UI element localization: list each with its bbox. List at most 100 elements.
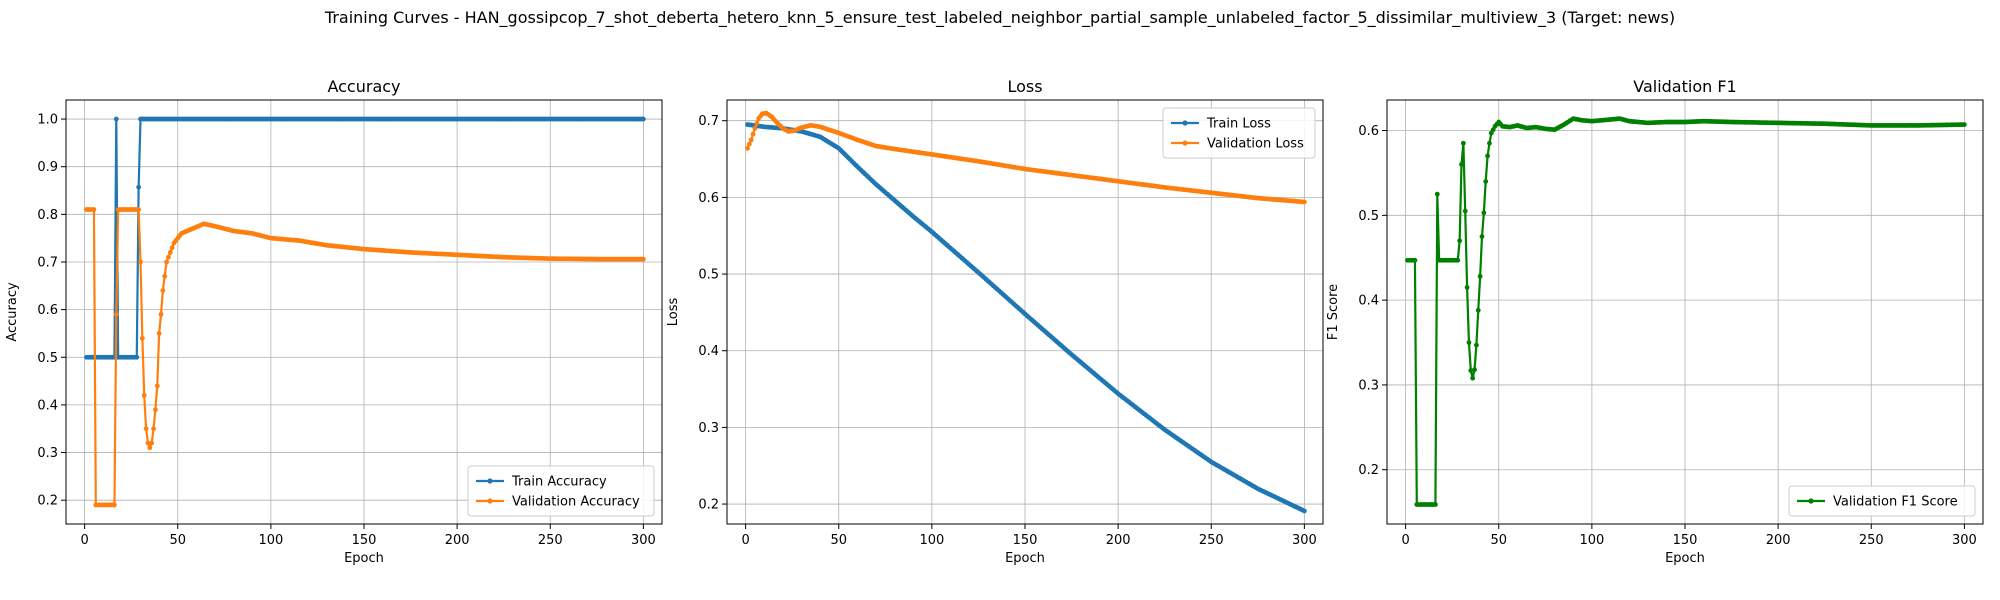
series-markers-2 bbox=[84, 207, 646, 508]
data-point bbox=[169, 245, 175, 251]
legend-marker bbox=[1182, 140, 1188, 146]
data-point bbox=[134, 354, 140, 360]
chart-title: Loss bbox=[1007, 77, 1042, 96]
x-tick-label: 200 bbox=[445, 533, 470, 548]
series-markers-2 bbox=[745, 110, 1307, 205]
data-point bbox=[1468, 368, 1474, 373]
series-markers-1 bbox=[84, 116, 646, 360]
x-axis-label: Epoch bbox=[344, 551, 384, 566]
y-tick-label: 0.8 bbox=[37, 208, 58, 223]
legend-label: Validation Loss bbox=[1207, 137, 1304, 152]
data-point bbox=[1485, 153, 1490, 159]
data-point bbox=[1479, 234, 1485, 239]
data-point bbox=[1481, 210, 1487, 216]
y-tick-label: 0.5 bbox=[1358, 209, 1379, 224]
x-tick-label: 100 bbox=[258, 533, 283, 548]
y-tick-label: 0.7 bbox=[37, 255, 58, 270]
series-line-1 bbox=[747, 123, 1305, 512]
y-axis-label: Loss bbox=[666, 298, 681, 327]
data-point bbox=[1459, 162, 1464, 167]
data-point bbox=[746, 141, 752, 147]
x-axis-label: Epoch bbox=[1665, 551, 1705, 566]
figure-title: Training Curves - HAN_gossipcop_7_shot_d… bbox=[324, 8, 1676, 27]
y-tick-label: 0.5 bbox=[37, 351, 58, 366]
data-point bbox=[160, 288, 166, 293]
x-tick-label: 300 bbox=[1952, 533, 1977, 548]
data-point bbox=[154, 383, 160, 389]
data-point bbox=[1466, 340, 1472, 345]
data-point bbox=[167, 250, 173, 255]
series-group bbox=[1405, 116, 1967, 507]
series-group bbox=[745, 110, 1307, 514]
data-point bbox=[166, 254, 171, 260]
series-line-1 bbox=[1407, 117, 1965, 506]
data-point bbox=[113, 116, 119, 122]
data-point bbox=[1961, 122, 1967, 127]
data-point bbox=[1477, 273, 1483, 279]
y-tick-label: 0.9 bbox=[37, 160, 58, 175]
x-tick-label: 200 bbox=[1106, 533, 1131, 548]
x-tick-label: 300 bbox=[631, 533, 656, 548]
x-tick-label: 50 bbox=[169, 533, 186, 548]
data-point bbox=[1460, 140, 1466, 146]
x-tick-label: 100 bbox=[1579, 533, 1604, 548]
x-tick-label: 250 bbox=[1859, 533, 1884, 548]
data-point bbox=[153, 407, 158, 413]
legend-label: Validation Accuracy bbox=[512, 495, 640, 510]
legend-box bbox=[1162, 107, 1316, 159]
y-tick-label: 0.3 bbox=[1358, 378, 1379, 393]
data-point bbox=[156, 331, 162, 336]
series-group bbox=[84, 116, 646, 508]
data-point bbox=[164, 259, 169, 265]
x-tick-label: 200 bbox=[1766, 533, 1791, 548]
data-point bbox=[147, 445, 153, 451]
series-line-1 bbox=[86, 117, 644, 359]
data-point bbox=[1475, 307, 1481, 313]
y-tick-label: 0.3 bbox=[698, 421, 719, 436]
legend-box bbox=[467, 465, 655, 517]
y-tick-label: 0.4 bbox=[37, 398, 58, 413]
legend-label: Train Loss bbox=[1206, 117, 1271, 132]
legend-marker bbox=[487, 478, 493, 484]
y-tick-label: 0.6 bbox=[698, 191, 719, 206]
y-tick-label: 0.5 bbox=[698, 268, 719, 283]
data-point bbox=[1455, 257, 1461, 263]
data-point bbox=[1457, 238, 1463, 244]
x-tick-label: 0 bbox=[1401, 533, 1409, 548]
data-point bbox=[1301, 508, 1307, 514]
y-tick-label: 1.0 bbox=[37, 113, 58, 128]
data-point bbox=[1301, 199, 1307, 205]
data-point bbox=[640, 256, 646, 262]
data-point bbox=[91, 207, 97, 212]
chart-panel-1: 0 50 100 150 200 250 300 0.2 0.3 0.4 0.5 0.6 0.7 0.8 0… bbox=[5, 77, 663, 566]
data-point bbox=[1412, 257, 1418, 263]
data-point bbox=[754, 120, 760, 126]
data-point bbox=[1470, 375, 1476, 381]
x-tick-label: 0 bbox=[741, 533, 749, 548]
legend: Train Loss Validation Loss bbox=[1162, 107, 1316, 159]
legend-marker bbox=[1808, 498, 1814, 504]
data-point bbox=[139, 335, 145, 341]
data-point bbox=[750, 131, 756, 137]
y-tick-label: 0.7 bbox=[698, 114, 719, 129]
data-point bbox=[158, 311, 164, 317]
x-tick-label: 150 bbox=[1673, 533, 1698, 548]
x-axis-label: Epoch bbox=[1005, 551, 1045, 566]
data-point bbox=[141, 392, 147, 398]
x-tick-label: 50 bbox=[830, 533, 847, 548]
chart-title: Accuracy bbox=[327, 77, 400, 96]
legend-label: Train Accuracy bbox=[511, 475, 607, 490]
y-tick-label: 0.2 bbox=[1358, 463, 1379, 478]
y-tick-label: 0.3 bbox=[37, 446, 58, 461]
data-point bbox=[145, 440, 151, 446]
chart-panel-2: 0 50 100 150 200 250 300 0.2 0.3 0.4 0.5 0.6 0.7 Loss… bbox=[666, 77, 1324, 566]
x-tick-label: 150 bbox=[1013, 533, 1038, 548]
x-tick-label: 0 bbox=[80, 533, 88, 548]
data-point bbox=[1483, 179, 1489, 184]
x-tick-label: 50 bbox=[1490, 533, 1507, 548]
legend-marker bbox=[1182, 120, 1188, 126]
legend-box bbox=[1788, 485, 1976, 517]
data-point bbox=[162, 273, 168, 279]
y-axis-label: Accuracy bbox=[5, 282, 20, 342]
